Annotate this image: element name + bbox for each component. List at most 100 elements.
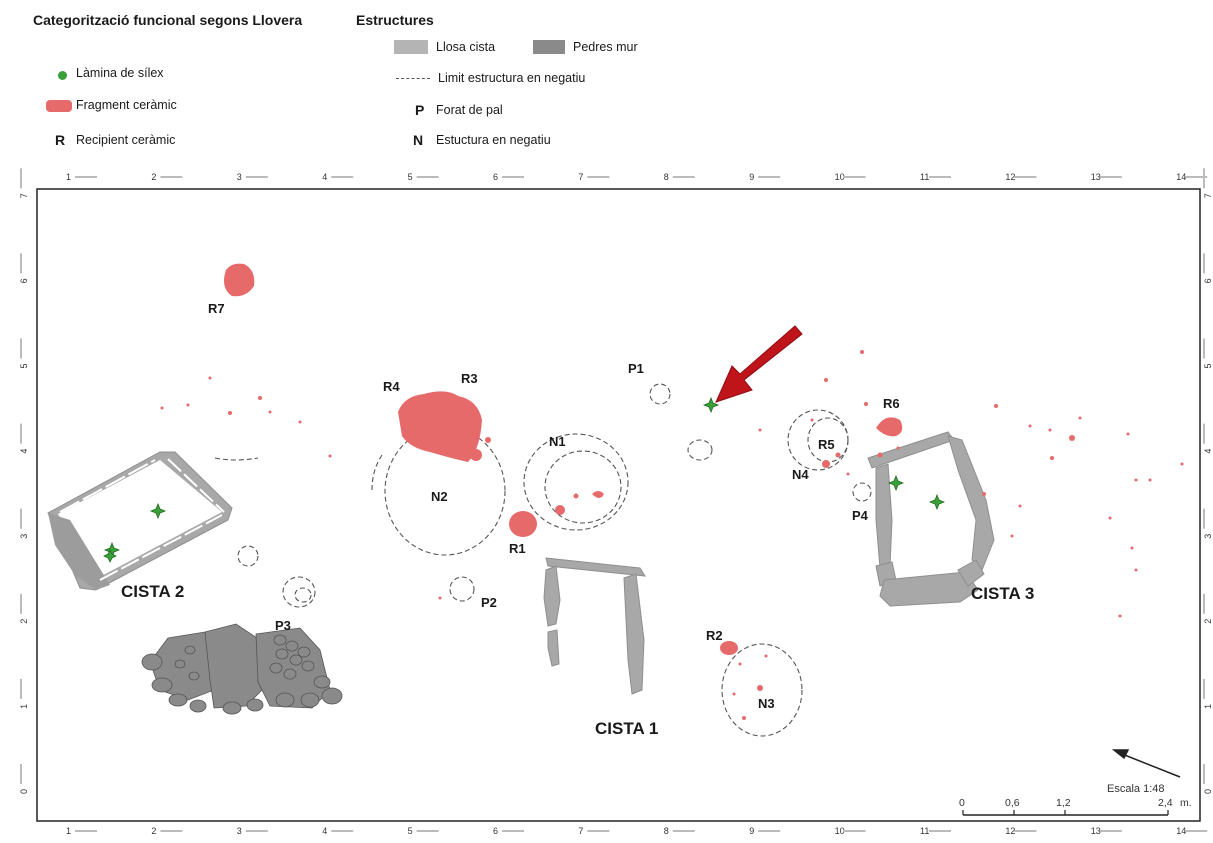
label-n3: N3	[758, 696, 775, 711]
x-tick-label-top: 14	[1176, 172, 1186, 182]
label-n1: N1	[549, 434, 566, 449]
x-tick-label-bottom: 3	[237, 826, 242, 836]
legend-slab-label: Llosa cista	[436, 40, 496, 54]
x-tick-label-bottom: 7	[578, 826, 583, 836]
label-cista-3: CISTA 3	[971, 584, 1034, 603]
ceramic-legend-icon	[46, 100, 72, 112]
map-frame	[36, 188, 1201, 822]
label-r4: R4	[383, 379, 400, 394]
cista-2-structure	[47, 451, 233, 591]
x-tick-label-top: 7	[578, 172, 583, 182]
y-tick-label-right: 0	[1203, 789, 1213, 794]
label-n4: N4	[792, 467, 809, 482]
label-p4: P4	[852, 508, 869, 523]
x-tick-label-bottom: 9	[749, 826, 754, 836]
scale-unit: m.	[1180, 797, 1192, 809]
label-r6: R6	[883, 396, 900, 411]
x-tick-label-top: 4	[322, 172, 327, 182]
y-tick-label-left: 0	[19, 789, 29, 794]
legend-posthole-label: Forat de pal	[436, 103, 503, 117]
legend-flint-label: Làmina de sílex	[76, 66, 164, 80]
flint-legend-icon	[58, 71, 67, 80]
y-tick-label-left: 6	[19, 278, 29, 283]
y-tick-label-right: 3	[1203, 534, 1213, 539]
scale-tick-0: 0	[959, 797, 965, 809]
y-tick-label-right: 2	[1203, 619, 1213, 624]
x-tick-label-top: 13	[1091, 172, 1101, 182]
x-tick-label-bottom: 11	[920, 826, 929, 836]
x-tick-label-bottom: 14	[1176, 826, 1186, 836]
x-tick-label-top: 12	[1005, 172, 1015, 182]
x-tick-label-top: 1	[66, 172, 71, 182]
legend-structures-title: Estructures	[356, 12, 434, 28]
x-tick-label-bottom: 2	[151, 826, 156, 836]
y-tick-label-right: 6	[1203, 278, 1213, 283]
legend-negative-structure-label: Estuctura en negatiu	[436, 133, 551, 147]
label-cista-1: CISTA 1	[595, 719, 658, 738]
x-tick-label-bottom: 13	[1091, 826, 1101, 836]
legend-negative-limit-label: Limit estructura en negatiu	[438, 71, 586, 85]
label-r5: R5	[818, 437, 835, 452]
vessel-r1	[509, 511, 537, 537]
x-tick-label-top: 2	[151, 172, 156, 182]
cista-1-structure	[543, 557, 646, 695]
y-axis-ticks: 0 01 12 23 34 45 56 67 7	[19, 168, 1213, 794]
y-tick-label-right: 5	[1203, 363, 1213, 368]
y-tick-label-left: 4	[19, 449, 29, 454]
vessel-r2	[720, 641, 738, 655]
label-r7: R7	[208, 301, 225, 316]
label-p3: P3	[275, 618, 291, 633]
label-r2: R2	[706, 628, 723, 643]
y-tick-label-right: 4	[1203, 449, 1213, 454]
negative-limit-legend-icon	[396, 78, 430, 79]
x-tick-label-top: 9	[749, 172, 754, 182]
y-tick-label-left: 1	[19, 704, 29, 709]
x-tick-label-bottom: 10	[835, 826, 845, 836]
legend-vessel-symbol: R	[55, 132, 66, 148]
scale-tick-3: 2,4	[1158, 797, 1173, 809]
legend-negative-structure-symbol: N	[413, 132, 424, 148]
x-tick-label-bottom: 12	[1005, 826, 1015, 836]
wall-stones-p3	[141, 623, 343, 715]
label-p1: P1	[628, 361, 644, 376]
x-tick-label-top: 3	[237, 172, 242, 182]
flint-finds	[103, 396, 946, 563]
cista-3-structure	[867, 431, 995, 607]
y-tick-label-right: 1	[1203, 704, 1213, 709]
label-p2: P2	[481, 595, 497, 610]
north-arrow-icon	[1111, 749, 1181, 778]
vessel-r7	[224, 263, 255, 297]
x-tick-label-bottom: 5	[408, 826, 413, 836]
x-tick-label-bottom: 4	[322, 826, 327, 836]
vessel-r4-r3	[398, 391, 482, 462]
x-tick-label-top: 10	[835, 172, 845, 182]
label-r1: R1	[509, 541, 526, 556]
label-n2: N2	[431, 489, 448, 504]
y-tick-label-left: 5	[19, 363, 29, 368]
label-r3: R3	[461, 371, 478, 386]
x-tick-label-top: 11	[920, 172, 929, 182]
scale-tick-1: 0,6	[1005, 797, 1020, 809]
wall-legend-icon	[533, 40, 565, 54]
y-tick-label-left: 7	[19, 193, 29, 198]
legend-wall-label: Pedres mur	[573, 40, 638, 54]
y-tick-label-left: 2	[19, 619, 29, 624]
x-tick-label-top: 5	[408, 172, 413, 182]
x-tick-label-top: 8	[664, 172, 669, 182]
label-cista-2: CISTA 2	[121, 582, 184, 601]
slab-legend-icon	[394, 40, 428, 54]
ceramic-finds	[160, 263, 1184, 720]
legend-functional-title: Categorització funcional segons Llovera	[33, 12, 303, 28]
x-tick-label-bottom: 6	[493, 826, 498, 836]
legend-posthole-symbol: P	[415, 102, 425, 118]
pointer-arrow-icon	[715, 325, 803, 403]
x-tick-label-bottom: 8	[664, 826, 669, 836]
scale-title: Escala 1:48	[1107, 783, 1164, 795]
scale-tick-2: 1,2	[1056, 797, 1071, 809]
legend-vessel-label: Recipient ceràmic	[76, 133, 176, 147]
x-tick-label-top: 6	[493, 172, 498, 182]
y-tick-label-left: 3	[19, 534, 29, 539]
vessel-r6	[876, 417, 903, 437]
